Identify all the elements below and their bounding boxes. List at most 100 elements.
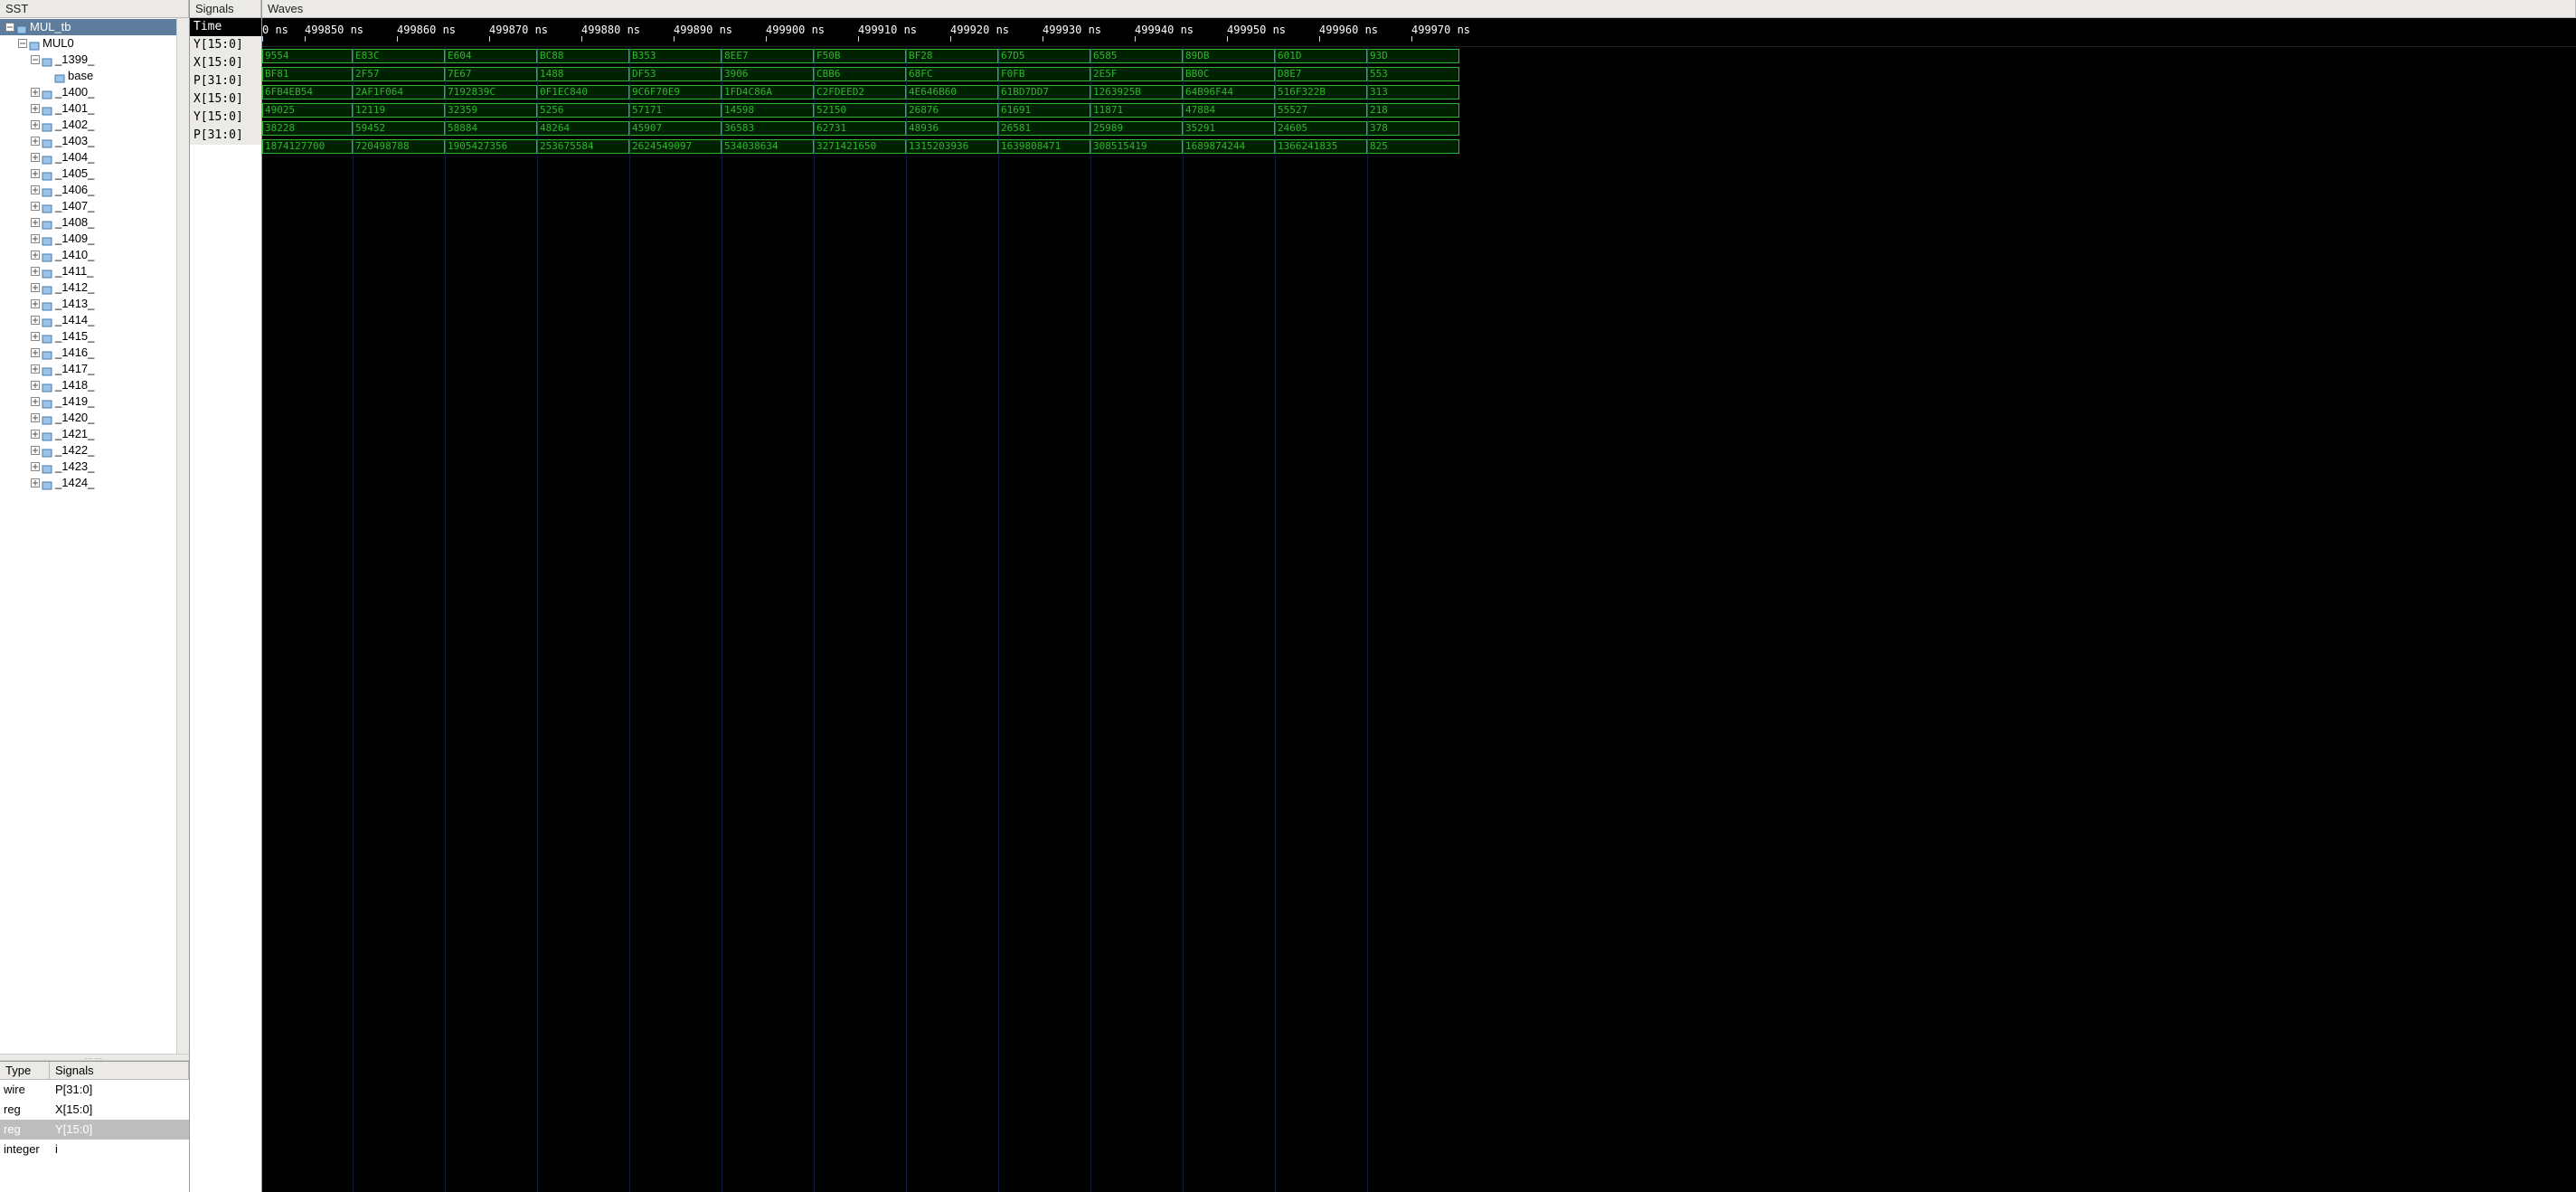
tree-row[interactable]: _1423_ [0,459,189,475]
expand-icon[interactable] [31,202,40,211]
tree-row[interactable]: _1417_ [0,361,189,377]
tree-row[interactable]: _1404_ [0,149,189,166]
tree-row[interactable]: _1408_ [0,214,189,231]
ts-header-signals[interactable]: Signals [50,1062,189,1079]
signal-name-row[interactable]: P[31:0] [190,127,261,145]
expand-icon[interactable] [31,251,40,260]
wave-segment: BF28 [906,49,998,63]
wave-segment: 62731 [814,121,906,136]
wave-segment: 2F57 [353,67,445,81]
wave-row[interactable]: 9554E83CE604BC88B3538EE7F50BBF2867D56585… [262,47,2576,65]
wave-segment: 59452 [353,121,445,136]
tree-row[interactable]: _1409_ [0,231,189,247]
tree-row[interactable]: _1402_ [0,117,189,133]
splitter-sst-horizontal[interactable]: …… [0,1054,189,1061]
expand-icon[interactable] [31,478,40,487]
expand-icon[interactable] [31,462,40,471]
collapse-icon[interactable] [31,55,40,64]
sst-scrollbar[interactable] [176,18,189,1054]
expand-icon[interactable] [31,316,40,325]
expand-icon[interactable] [31,234,40,243]
expand-icon[interactable] [31,348,40,357]
tree-row[interactable]: _1413_ [0,296,189,312]
wave-segment: 68FC [906,67,998,81]
signals-list[interactable]: Y[15:0]X[15:0]P[31:0]X[15:0]Y[15:0]P[31:… [190,36,261,1192]
ts-row[interactable]: wireP[31:0] [0,1080,189,1100]
signal-name-row[interactable]: X[15:0] [190,54,261,72]
wave-row[interactable]: 3822859452588844826445907365836273148936… [262,119,2576,137]
expand-icon[interactable] [31,413,40,422]
expand-icon[interactable] [31,185,40,194]
expand-icon[interactable] [31,104,40,113]
wave-viewport[interactable]: 0 ns499850 ns499860 ns499870 ns499880 ns… [262,18,2576,1192]
wave-segment: 36583 [722,121,814,136]
wave-segment: 516F322B [1275,85,1367,99]
wave-row[interactable]: BF812F577E671488DF533906CBB668FCF0FB2E5F… [262,65,2576,83]
tree-row[interactable]: _1406_ [0,182,189,198]
collapse-icon[interactable] [5,23,14,32]
tree-row[interactable]: _1419_ [0,393,189,410]
tree-row[interactable]: _1412_ [0,279,189,296]
ts-header-type[interactable]: Type [0,1062,50,1079]
signal-name-row[interactable]: Y[15:0] [190,109,261,127]
tree-row[interactable]: _1418_ [0,377,189,393]
tree-row[interactable]: _1414_ [0,312,189,328]
tree-row[interactable]: _1424_ [0,475,189,491]
collapse-icon[interactable] [18,39,27,48]
expand-icon[interactable] [31,299,40,308]
tree-row[interactable]: MUL0 [0,35,189,52]
expand-icon[interactable] [31,137,40,146]
sst-tree[interactable]: MUL_tbMUL0_1399_base_1400__1401__1402__1… [0,18,189,1054]
wave-segment: 52150 [814,103,906,118]
expand-icon[interactable] [31,169,40,178]
tree-row[interactable]: _1405_ [0,166,189,182]
ts-type-cell: reg [0,1120,50,1140]
tree-row[interactable]: _1400_ [0,84,189,100]
signal-name-row[interactable]: X[15:0] [190,90,261,109]
wave-segment: 61691 [998,103,1090,118]
wave-row[interactable]: 1874127700720498788190542735625367558426… [262,137,2576,156]
wave-row[interactable]: 6FB4EB542AF1F0647192839C0F1EC8409C6F70E9… [262,83,2576,101]
expand-icon[interactable] [31,397,40,406]
tree-row[interactable]: _1422_ [0,442,189,459]
expand-icon[interactable] [31,446,40,455]
expand-icon[interactable] [31,120,40,129]
expand-icon[interactable] [31,381,40,390]
expand-icon[interactable] [31,88,40,97]
tree-row[interactable]: _1403_ [0,133,189,149]
ts-row[interactable]: regX[15:0] [0,1100,189,1120]
tree-row[interactable]: MUL_tb [0,19,189,35]
time-ruler[interactable]: 0 ns499850 ns499860 ns499870 ns499880 ns… [262,18,2576,47]
wave-row[interactable]: 4902512119323595256571711459852150268766… [262,101,2576,119]
tree-row[interactable]: _1420_ [0,410,189,426]
wave-segment: E604 [445,49,537,63]
tree-row[interactable]: _1407_ [0,198,189,214]
waves-panel: Waves 0 ns499850 ns499860 ns499870 ns499… [262,0,2576,1192]
signals-panel: Signals Time Y[15:0]X[15:0]P[31:0]X[15:0… [190,0,262,1192]
signals-title: Signals [190,0,261,18]
signal-name-row[interactable]: P[31:0] [190,72,261,90]
module-icon [42,267,52,276]
time-tick: 0 ns [262,24,288,36]
tree-row[interactable]: _1415_ [0,328,189,345]
tree-row[interactable]: _1401_ [0,100,189,117]
expand-icon[interactable] [31,267,40,276]
wave-segment: BF81 [262,67,353,81]
expand-icon[interactable] [31,153,40,162]
tree-row[interactable]: _1411_ [0,263,189,279]
tree-row[interactable]: _1399_ [0,52,189,68]
ts-row[interactable]: integeri [0,1140,189,1159]
tree-row[interactable]: _1421_ [0,426,189,442]
signal-name-row[interactable]: Y[15:0] [190,36,261,54]
tree-row[interactable]: _1416_ [0,345,189,361]
expand-icon[interactable] [31,218,40,227]
ts-row[interactable]: regY[15:0] [0,1120,189,1140]
sst-panel: SST MUL_tbMUL0_1399_base_1400__1401__140… [0,0,190,1192]
expand-icon[interactable] [31,364,40,374]
tree-row[interactable]: base [0,68,189,84]
tree-row[interactable]: _1410_ [0,247,189,263]
expand-icon[interactable] [31,332,40,341]
expand-icon[interactable] [31,283,40,292]
expand-icon[interactable] [31,430,40,439]
wave-segment: 1639808471 [998,139,1090,154]
